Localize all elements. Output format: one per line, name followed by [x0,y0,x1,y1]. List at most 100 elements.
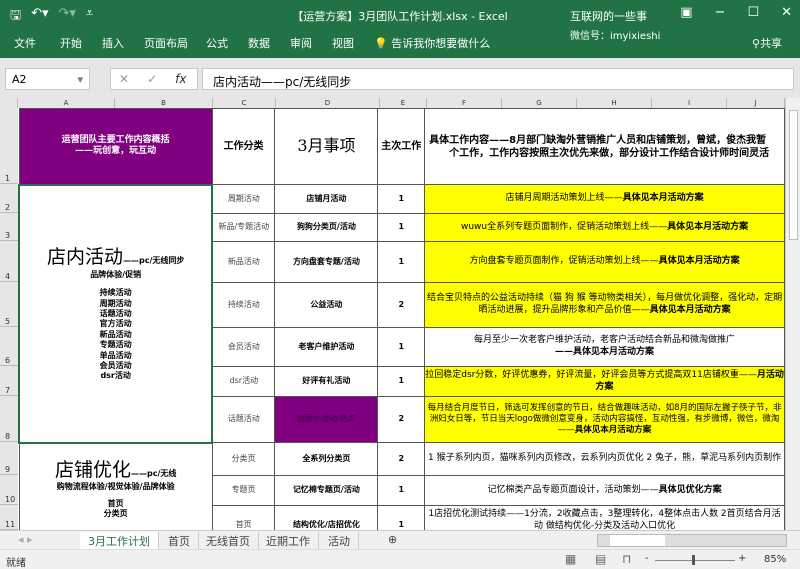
horizontal-scrollbar[interactable] [597,534,787,547]
task-item[interactable]: 店铺月活动 [274,184,379,214]
task-priority[interactable]: 1 [377,505,426,530]
task-item[interactable]: 好评有礼活动 [274,366,379,397]
task-category[interactable]: 话题活动 [211,396,276,443]
task-priority[interactable]: 1 [377,241,426,283]
task-item[interactable]: 创意小活动/热点 [274,396,379,443]
task-priority[interactable]: 1 [377,327,426,367]
column-header-e[interactable]: E [380,98,427,108]
minimize-button[interactable]: − [714,5,726,20]
row-header[interactable]: 1 [0,108,18,184]
zoom-slider-thumb[interactable] [692,555,695,565]
redo-icon[interactable]: ↷▾ [58,6,76,21]
tab-file[interactable]: 文件 [14,37,36,50]
ribbon-display-icon[interactable]: ▣ [680,5,693,20]
task-item[interactable]: 老客户维护活动 [274,327,379,367]
row-header[interactable]: 10 [0,475,18,505]
column-header-f[interactable]: F [427,98,502,108]
tell-me-box[interactable]: 💡 告诉我你想要做什么 [374,35,490,51]
tab-page-layout[interactable]: 页面布局 [144,37,188,50]
cell-a9-store-optimization[interactable]: 店铺优化——pc/无线 购物流程体验/视觉体验/品牌体验 首页 分类页 [18,442,213,530]
zoom-level[interactable]: 85% [764,554,787,565]
sheet-tab-activity[interactable]: 活动 [320,532,359,550]
column-header-j[interactable]: J [727,98,785,108]
page-layout-view-icon[interactable]: ▤ [595,552,607,566]
row-header[interactable]: 4 [0,241,18,282]
task-item[interactable]: 全系列分类页 [274,442,379,476]
task-detail[interactable]: 拉回稳定dsr分数，好评优惠券，好评流量，好评会员等方式提高双11店铺权重——月… [424,366,785,397]
cell-a1[interactable]: 运营团队主要工作内容概括 ——玩创意，玩互动 [18,108,213,185]
row-header[interactable]: 2 [0,184,18,213]
select-all[interactable] [0,98,18,108]
hscroll-thumb[interactable] [610,535,665,546]
enter-icon[interactable]: ✓ [147,72,158,86]
header-detail[interactable]: 具体工作内容——8月部门缺淘外营销推广人员和店铺策划，曾斌，俊杰我暂 个工作，工作… [424,108,785,185]
column-header-a[interactable]: A [18,98,115,108]
add-sheet-icon[interactable]: ⊕ [388,533,398,546]
task-category[interactable]: 分类页 [211,442,276,476]
zoom-slider[interactable] [655,555,735,565]
header-items[interactable]: 3月事项 [274,108,379,185]
page-break-view-icon[interactable]: ⊓ [622,552,632,566]
row-header[interactable]: 8 [0,396,18,442]
cancel-icon[interactable]: ✕ [119,72,130,86]
task-category[interactable]: 周期活动 [211,184,276,214]
task-category[interactable]: 专题页 [211,475,276,506]
task-detail[interactable]: 店铺月周期活动策划上线——具体见本月活动方案 [424,184,785,214]
scrollbar-thumb[interactable] [789,110,798,240]
cell-a2-in-store-activity[interactable]: 店内活动——pc/无线同步 品牌体验/促销 持续活动 周期活动 话题活动 官方活动 新品… [18,183,214,444]
task-category[interactable]: 新品/专题活动 [211,213,276,242]
header-priority[interactable]: 主次工作 [377,108,426,185]
task-detail[interactable]: 每月结合月度节日，筛选可发挥创意的节日，结合做趣味活动，如8月的国际左撇子筷子节… [424,396,785,443]
row-header[interactable]: 3 [0,213,18,241]
task-item[interactable]: 结构优化/店招优化 [274,505,379,530]
undo-icon[interactable]: ↶▾ [31,6,49,21]
task-priority[interactable]: 1 [377,213,426,242]
column-header-d[interactable]: D [276,98,380,108]
tab-data[interactable]: 数据 [248,37,270,50]
task-item[interactable]: 记忆棉专题页/活动 [274,475,379,506]
formula-input[interactable]: 店内活动——pc/无线同步 [202,68,794,90]
task-item[interactable]: 方向盘套专题/活动 [274,241,379,283]
vertical-scrollbar[interactable] [785,98,800,530]
save-icon[interactable]: 🖫 [10,8,22,23]
tab-review[interactable]: 审阅 [290,37,312,50]
task-detail[interactable]: 方向盘套专题页面制作，促销活动策划上线——具体见本月活动方案 [424,241,785,283]
task-detail[interactable]: wuwu全系列专题页面制作，促销活动策划上线——具体见本月活动方案 [424,213,785,242]
tab-formulas[interactable]: 公式 [206,37,228,50]
task-priority[interactable]: 2 [377,282,426,328]
close-button[interactable]: ✕ [781,5,792,20]
row-header[interactable]: 6 [0,327,18,366]
share-button[interactable]: ⚲共享 [752,35,782,51]
function-icon[interactable]: fx [175,72,187,86]
column-header-i[interactable]: I [652,98,727,108]
task-priority[interactable]: 2 [377,442,426,476]
name-box[interactable]: A2 ▾ [5,68,90,90]
tab-home[interactable]: 开始 [60,37,82,50]
row-header[interactable]: 11 [0,505,18,530]
column-header-g[interactable]: G [502,98,577,108]
zoom-in-button[interactable]: + [738,553,747,564]
column-header-b[interactable]: B [115,98,213,108]
chevron-down-icon[interactable]: ▾ [77,73,83,86]
row-header[interactable]: 7 [0,366,18,396]
task-priority[interactable]: 1 [377,366,426,397]
tab-insert[interactable]: 插入 [102,37,124,50]
task-detail[interactable]: 1 猴子系列内页，猫咪系列内页修改，云系列内页优化 2 兔子，熊，草泥马系列内页… [424,442,785,476]
task-item[interactable]: 狗狗分类页/活动 [274,213,379,242]
task-priority[interactable]: 2 [377,396,426,443]
task-category[interactable]: 持续活动 [211,282,276,328]
row-header[interactable]: 9 [0,442,18,475]
task-priority[interactable]: 1 [377,475,426,506]
task-detail[interactable]: 1店招优化测试持续——1分流，2收藏点击，3整理转化，4整体点击人数 2首页结合… [424,505,785,530]
header-category[interactable]: 工作分类 [211,108,276,185]
task-category[interactable]: 会员活动 [211,327,276,367]
task-priority[interactable]: 1 [377,184,426,214]
zoom-out-button[interactable]: - [645,553,649,564]
task-detail[interactable]: 每月至少一次老客户维护活动，老客户活动结合新品和微淘做推广 ——具体见本月活动方案 [424,327,785,367]
normal-view-icon[interactable]: ▦ [565,552,577,566]
column-header-h[interactable]: H [577,98,652,108]
customize-icon[interactable]: ⩡ [85,6,94,21]
task-category[interactable]: 新品活动 [211,241,276,283]
column-header-c[interactable]: C [213,98,276,108]
row-header[interactable]: 5 [0,282,18,327]
